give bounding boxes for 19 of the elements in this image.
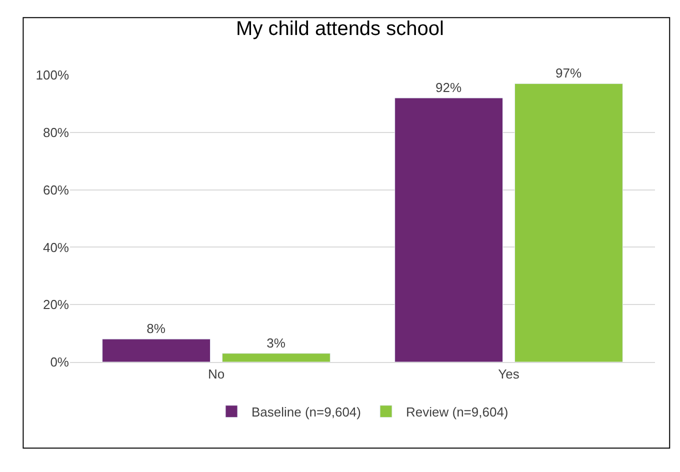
y-tick-label: 0%: [50, 354, 70, 370]
legend-label: Baseline (n=9,604): [252, 404, 361, 420]
data-label: 3%: [266, 335, 286, 350]
legend-label: Review (n=9,604): [406, 404, 508, 420]
y-tick-label: 20%: [42, 297, 70, 312]
x-tick-label: No: [208, 366, 225, 382]
bar: [514, 83, 623, 362]
chart-title: My child attends school: [236, 18, 444, 40]
bar: [222, 353, 330, 362]
y-tick-label: 100%: [36, 68, 70, 83]
bar: [102, 338, 210, 362]
y-tick-label: 80%: [42, 124, 70, 140]
bar: [394, 98, 503, 362]
data-label: 8%: [146, 321, 166, 336]
y-tick-label: 40%: [42, 240, 70, 255]
y-tick-label: 60%: [42, 182, 70, 198]
x-tick-label: Yes: [498, 366, 520, 382]
data-label: 97%: [555, 66, 582, 81]
data-label: 92%: [436, 80, 462, 95]
